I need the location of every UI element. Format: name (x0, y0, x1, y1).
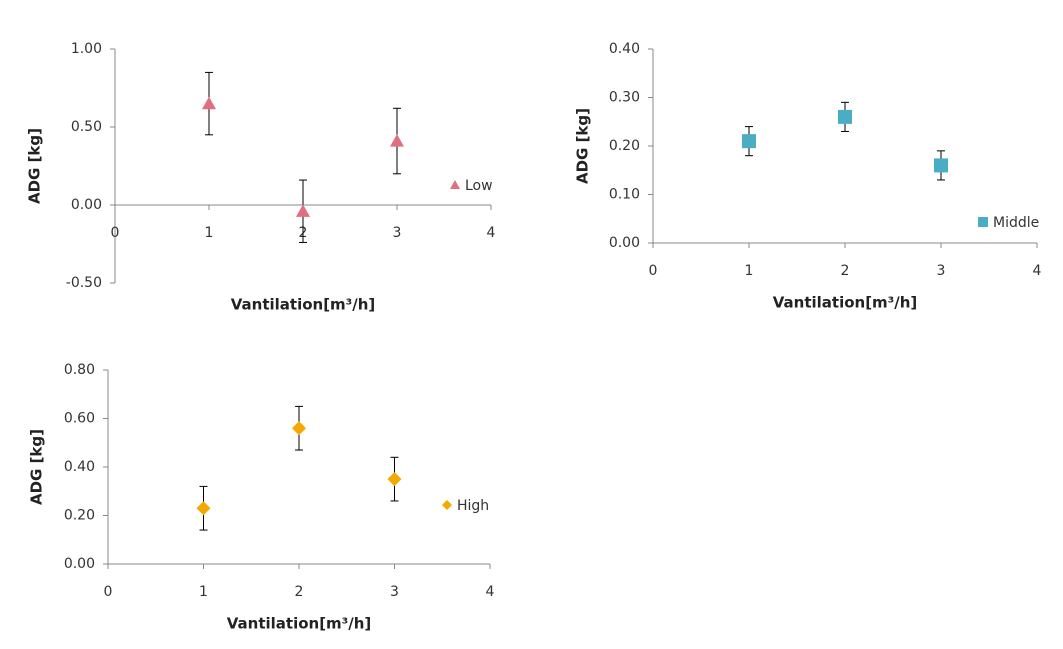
point (292, 421, 306, 436)
y-tick-label: -0.50 (66, 275, 102, 291)
x-tick-label: 2 (295, 584, 304, 600)
x-tick-label: 2 (841, 263, 850, 279)
y-tick-label: 0.10 (609, 187, 640, 203)
legend-marker (978, 217, 988, 227)
y-tick-label: 0.00 (609, 235, 640, 251)
x-tick-label: 4 (487, 225, 496, 241)
x-tick-label: 3 (937, 263, 946, 279)
y-tick-label: 0.20 (64, 508, 95, 524)
x-tick-label: 3 (393, 225, 402, 241)
x-tick-label: 0 (104, 584, 113, 600)
x-tick-label: 4 (1033, 263, 1042, 279)
point (196, 501, 211, 516)
y-axis-label: ADG [kg] (574, 108, 592, 184)
x-tick-label: 0 (111, 225, 120, 241)
y-tick-label: 0.20 (609, 138, 640, 154)
point (390, 134, 404, 147)
x-axis-label: Vantilation[m³/h] (227, 615, 372, 633)
y-tick-label: 0.00 (71, 197, 102, 213)
y-tick-label: 0.40 (609, 41, 640, 57)
x-tick-label: 1 (199, 584, 208, 600)
y-tick-label: 0.40 (64, 459, 95, 475)
y-tick-label: 0.00 (64, 556, 95, 572)
x-tick-label: 0 (649, 263, 658, 279)
x-axis-label: Vantilation[m³/h] (773, 294, 918, 312)
x-tick-label: 3 (390, 584, 399, 600)
legend-marker (450, 180, 460, 189)
point (387, 472, 402, 487)
y-tick-label: 0.50 (71, 119, 102, 135)
x-tick-label: 1 (745, 263, 754, 279)
legend-label: Low (465, 178, 493, 194)
point (934, 158, 948, 173)
y-tick-label: 0.30 (609, 90, 640, 106)
point (296, 204, 310, 217)
x-tick-label: 1 (205, 225, 214, 241)
legend-label: Middle (993, 215, 1039, 231)
y-tick-label: 0.60 (64, 411, 95, 427)
point (202, 96, 216, 110)
legend-marker (442, 500, 452, 510)
y-tick-label: 1.00 (71, 41, 102, 57)
x-tick-label: 4 (486, 584, 495, 600)
x-axis-label: Vantilation[m³/h] (231, 296, 376, 314)
point (838, 109, 852, 124)
point (742, 134, 756, 149)
y-axis-label: ADG [kg] (26, 128, 44, 204)
legend-label: High (457, 498, 489, 514)
y-axis-label: ADG [kg] (28, 429, 46, 505)
y-tick-label: 0.80 (64, 362, 95, 378)
